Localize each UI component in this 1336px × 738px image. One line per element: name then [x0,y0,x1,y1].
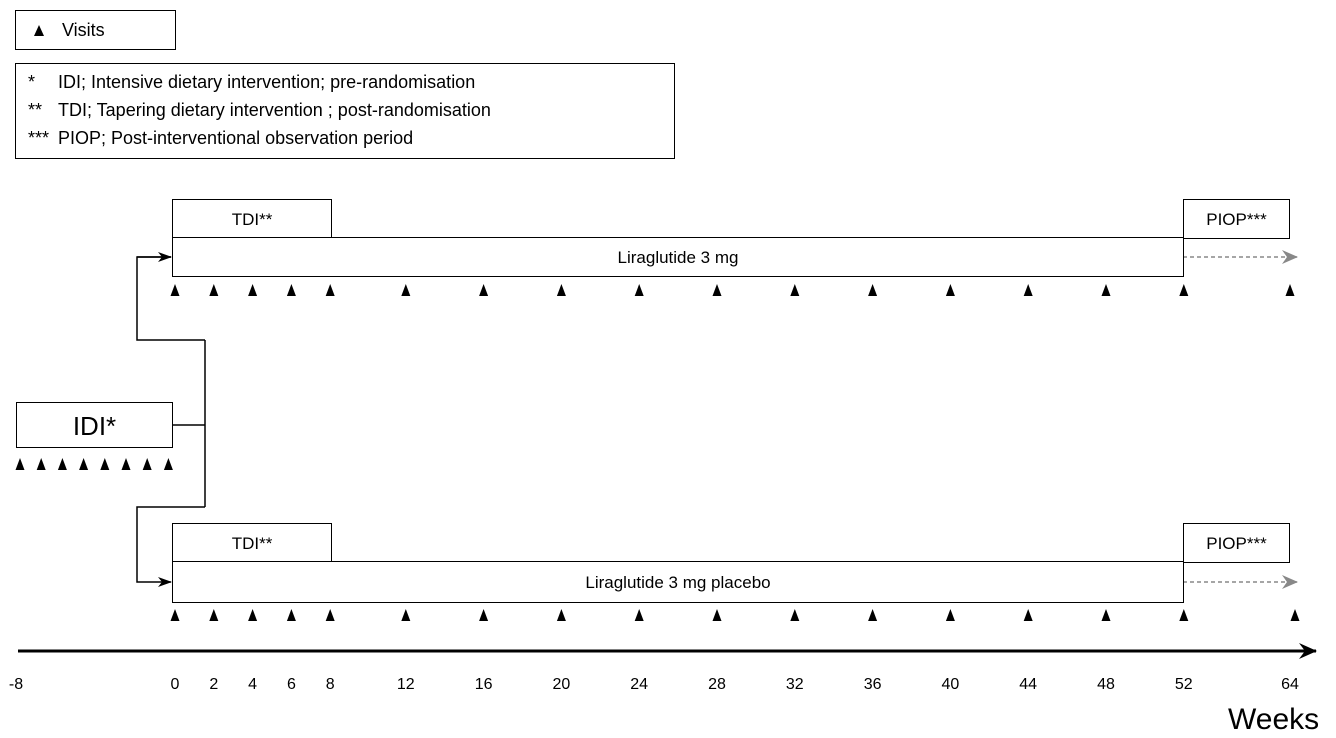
visit-marker-icon [790,609,800,621]
visit-marker-icon [170,609,180,621]
visit-marker-icon [945,609,955,621]
visit-marker-icon [556,284,566,296]
axis-tick-label: 32 [785,676,804,693]
visit-marker-icon [1179,609,1189,621]
axis-tick-label: -8 [8,676,24,693]
axis-tick-label: 64 [1281,676,1299,693]
tdi-box-placebo: TDI** [172,523,332,563]
visit-marker-icon [945,284,955,296]
idi-label: IDI* [72,411,117,441]
axis-tick-label: 44 [1019,676,1038,693]
axis-tick-label: 36 [863,676,882,693]
visits-legend-label: Visits [62,20,105,40]
axis-tick-label: 0 [170,676,180,693]
visit-marker-icon [248,284,258,296]
visit-marker-icon [286,609,296,621]
piop-box-placebo: PIOP*** [1183,523,1290,563]
footnote-text: TDI; Tapering dietary intervention ; pos… [58,100,491,120]
visit-marker-icon [479,284,489,296]
visit-marker-icon [634,284,644,296]
visit-markers-idi [15,458,173,470]
visit-marker-icon [1101,284,1111,296]
visit-marker-icon [556,609,566,621]
axis-tick-label: 24 [630,676,649,693]
visit-marker-icon [1023,609,1033,621]
piop-label: PIOP*** [1206,534,1267,553]
axis-tick-label: 20 [552,676,571,693]
visit-marker-icon [401,284,411,296]
treatment-label: Liraglutide 3 mg [617,248,739,267]
axis-tick-label: 52 [1174,676,1193,693]
visit-marker-icon [170,284,180,296]
visit-marker-icon [142,458,152,470]
footnote-mark: *** [28,128,50,148]
axis-tick-label: 28 [708,676,726,693]
axis-tick-label: 2 [209,676,219,693]
treatment-label: Liraglutide 3 mg placebo [585,573,771,592]
visit-marker-icon [1285,284,1295,296]
visit-marker-icon [36,458,46,470]
visit-marker-icon [401,609,411,621]
visit-marker-icon [868,609,878,621]
axis-tick-label: 12 [396,676,415,693]
tdi-label: TDI** [231,534,273,553]
visit-marker-icon [1179,284,1189,296]
visit-marker-icon [79,458,89,470]
visit-marker-icon [868,284,878,296]
visit-marker-icon [712,284,722,296]
visit-marker-icon [15,458,25,470]
visit-marker-icon [479,609,489,621]
visit-marker-icon [163,458,173,470]
footnote-tdi: ** TDI; Tapering dietary intervention ; p… [28,100,491,121]
visits-legend-box: Visits [15,10,176,50]
visit-marker-icon [286,284,296,296]
axis-tick-label: 16 [474,676,493,693]
footnote-text: PIOP; Post-interventional observation pe… [58,128,414,148]
footnote-mark: ** [28,100,43,120]
visit-markers-placebo-arm [170,609,1300,621]
visit-marker-icon [34,25,44,36]
visit-marker-icon [634,609,644,621]
randomisation-connector [136,256,206,582]
footnote-piop: *** PIOP; Post-interventional observation… [28,128,413,149]
visit-marker-icon [712,609,722,621]
axis-tick-label: 48 [1097,676,1115,693]
visit-marker-icon [121,458,131,470]
axis-tick-label: 6 [286,676,296,693]
tdi-box-active: TDI** [172,199,332,239]
treatment-bar-placebo: Liraglutide 3 mg placebo [172,561,1184,603]
treatment-bar-active: Liraglutide 3 mg [172,237,1184,277]
footnotes-box: * IDI; Intensive dietary intervention; pr… [15,63,675,159]
idi-box: IDI* [16,402,173,448]
axis-tick-label: 40 [941,676,960,693]
visit-marker-icon [325,609,335,621]
visit-marker-icon [248,609,258,621]
visit-marker-icon [209,284,219,296]
footnote-idi: * IDI; Intensive dietary intervention; pr… [28,72,475,93]
visit-marker-icon [1023,284,1033,296]
footnote-mark: * [28,72,36,92]
axis-unit-label: Weeks [1228,703,1320,736]
visit-marker-icon [325,284,335,296]
footnote-text: IDI; Intensive dietary intervention; pre… [58,72,476,92]
piop-label: PIOP*** [1206,210,1267,229]
visit-marker-icon [57,458,67,470]
axis-tick-label: 4 [248,676,258,693]
visit-marker-icon [1101,609,1111,621]
visit-marker-icon [790,284,800,296]
tdi-label: TDI** [231,210,273,229]
visit-marker-icon [209,609,219,621]
visit-marker-icon [100,458,110,470]
visit-markers-active-arm [170,284,1295,296]
axis-tick-label: 8 [325,676,335,693]
visit-marker-icon [1290,609,1300,621]
piop-box-active: PIOP*** [1183,199,1290,239]
